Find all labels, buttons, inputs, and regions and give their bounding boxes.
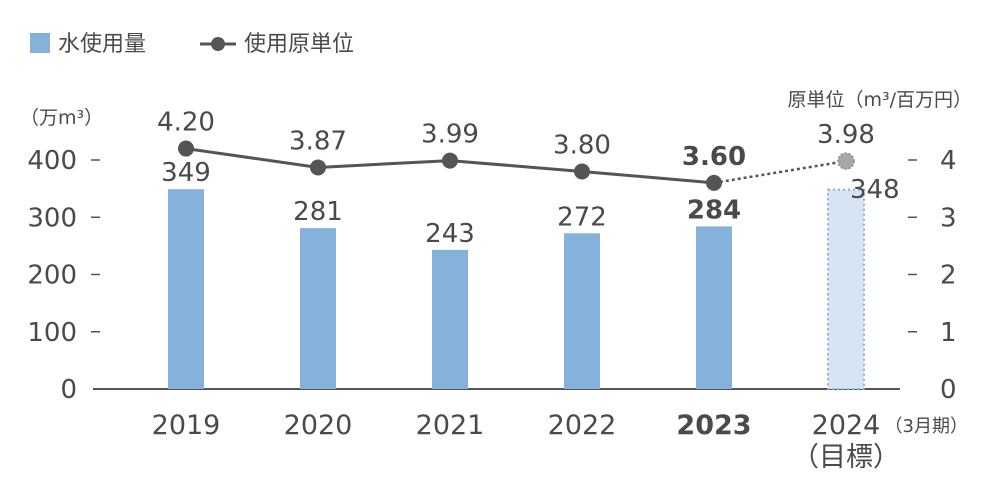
x-tick-label: 2019 (152, 410, 221, 441)
x-tick-sublabel: （目標） (792, 442, 900, 473)
line-point (178, 140, 194, 157)
left-axis: 0 100 200 300 400 (27, 146, 100, 405)
x-axis-labels: 2019 2020 2021 2022 2023 2024（目標） （3月期） (152, 410, 968, 473)
bar (300, 228, 336, 389)
line-value-label: 4.20 (157, 108, 215, 138)
right-axis: 0 1 2 3 4 (908, 146, 957, 405)
bar (564, 233, 600, 389)
line-point (310, 159, 326, 176)
line-value-label: 3.87 (289, 126, 347, 156)
bar-target (827, 188, 865, 390)
line-value-label: 3.98 (817, 120, 875, 150)
left-tick-label: 100 (27, 318, 77, 348)
right-tick-label: 4 (940, 146, 957, 176)
x-tick-label: 2024 (812, 410, 881, 441)
right-axis-unit: 原単位（m³/百万円） (787, 89, 972, 111)
legend-bar-swatch (30, 33, 50, 53)
right-tick-label: 0 (940, 375, 957, 405)
left-tick-label: 400 (27, 146, 77, 176)
line-point (574, 163, 590, 180)
line-point (442, 152, 458, 169)
legend: 水使用量 使用原単位 (30, 32, 354, 57)
x-tick-label: 2023 (676, 410, 751, 441)
right-tick-label: 1 (940, 318, 957, 348)
x-tick-label: 2020 (284, 410, 353, 441)
x-tick-label: 2021 (416, 410, 485, 441)
right-tick-label: 2 (940, 261, 957, 291)
line-target-segment (713, 159, 847, 185)
line-point (706, 174, 722, 191)
legend-line-marker (211, 37, 225, 51)
bar-value-label: 284 (687, 195, 741, 225)
bar-value-label: 272 (557, 202, 607, 232)
right-tick-label: 3 (940, 203, 957, 233)
bar (168, 189, 204, 389)
bar (696, 226, 732, 389)
line-series (178, 140, 855, 191)
bar (432, 249, 468, 389)
bar-series (168, 188, 865, 390)
legend-line-label: 使用原単位 (244, 32, 354, 57)
x-tick-label: 2022 (548, 410, 617, 441)
bar-value-label: 243 (425, 219, 475, 249)
left-tick-label: 0 (60, 375, 77, 405)
left-tick-label: 300 (27, 203, 77, 233)
legend-bar-label: 水使用量 (58, 32, 146, 57)
bar-value-label: 348 (850, 175, 900, 205)
line-value-label: 3.99 (421, 120, 479, 150)
left-tick-label: 200 (27, 261, 77, 291)
line-value-label: 3.80 (553, 130, 611, 160)
line-value-label: 3.60 (682, 142, 746, 172)
bar-value-label: 349 (161, 158, 211, 188)
bar-value-labels: 349 281 243 272 284 348 (161, 158, 899, 249)
bar-value-label: 281 (293, 197, 343, 227)
left-axis-unit: （万m³） (20, 107, 103, 129)
line-value-labels: 4.20 3.87 3.99 3.80 3.60 3.98 (157, 108, 875, 172)
x-axis-suffix: （3月期） (885, 416, 968, 437)
line-point-target (837, 152, 855, 170)
